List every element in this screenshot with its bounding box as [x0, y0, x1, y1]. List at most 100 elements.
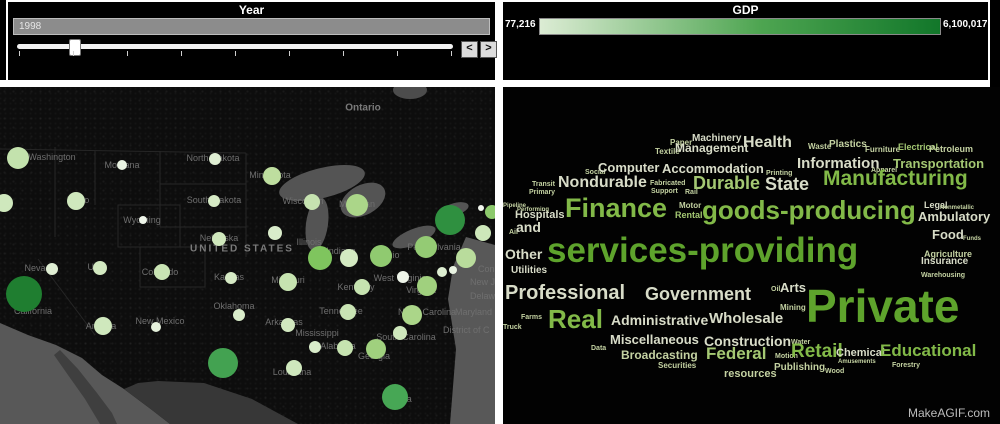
- map-state-label: District of C: [443, 325, 490, 335]
- wordcloud-term: Health: [743, 134, 792, 151]
- wordcloud-term: Wholesale: [709, 310, 784, 327]
- wordcloud-term: Real: [548, 304, 603, 334]
- map-bubble[interactable]: [309, 341, 321, 353]
- wordcloud-term: Food: [932, 227, 964, 242]
- map-bubble[interactable]: [354, 279, 370, 295]
- map-bubble[interactable]: [93, 261, 107, 275]
- map-bubble[interactable]: [279, 273, 297, 291]
- map-state-label: New Mexico: [135, 316, 185, 326]
- year-value-field[interactable]: 1998: [13, 18, 490, 35]
- map-bubble[interactable]: [397, 271, 409, 283]
- map-bubble[interactable]: [7, 147, 29, 169]
- map-bubble[interactable]: [0, 194, 13, 212]
- map-bubble[interactable]: [233, 309, 245, 321]
- map-overlay: OntarioWashingtonMontanaNorth DakotaSout…: [0, 87, 495, 424]
- map-bubble[interactable]: [435, 205, 465, 235]
- map-bubble[interactable]: [382, 384, 408, 410]
- map-bubble[interactable]: [209, 153, 221, 165]
- map-bubble[interactable]: [366, 339, 386, 359]
- map-state-label: Oklahoma: [213, 301, 255, 311]
- map-state-label: Delaware: [470, 291, 495, 301]
- map-bubble[interactable]: [478, 205, 484, 211]
- map-bubble[interactable]: [117, 160, 127, 170]
- map-state-label: New Jersey: [470, 277, 495, 287]
- year-slider-track[interactable]: [17, 44, 453, 49]
- map-bubble[interactable]: [449, 266, 457, 274]
- map-bubble[interactable]: [402, 305, 422, 325]
- map-bubble[interactable]: [346, 194, 368, 216]
- wordcloud-term: Petroleum: [929, 144, 974, 154]
- map-bubble[interactable]: [208, 195, 220, 207]
- map-bubble[interactable]: [485, 205, 495, 219]
- wordcloud-term: Fabricated: [650, 180, 686, 187]
- map-bubble[interactable]: [415, 236, 437, 258]
- map-bubble[interactable]: [370, 245, 392, 267]
- map-bubble[interactable]: [268, 226, 282, 240]
- map-state-label: Washington: [28, 152, 76, 162]
- wordcloud-term: Computer: [598, 160, 660, 175]
- wordcloud-term: Apparel: [871, 167, 898, 174]
- gdp-legend-panel: GDP 77,216 6,100,017: [503, 2, 988, 80]
- wordcloud-term: Utilities: [511, 265, 548, 276]
- map-bubble[interactable]: [208, 348, 238, 378]
- slider-tick: [19, 51, 20, 56]
- map-bubble[interactable]: [456, 248, 476, 268]
- map-state-label: Connecticut: [478, 264, 495, 274]
- map-bubble[interactable]: [6, 276, 42, 312]
- map-bubble[interactable]: [151, 322, 161, 332]
- map-bubble[interactable]: [139, 216, 147, 224]
- year-step-back-button[interactable]: <: [461, 41, 478, 58]
- map-bubble[interactable]: [225, 272, 237, 284]
- wordcloud-term: Air: [509, 229, 519, 236]
- wordcloud-term: Nonmetallic: [940, 205, 975, 211]
- wordcloud-term: Oil: [771, 286, 781, 293]
- map-bubble[interactable]: [154, 264, 170, 280]
- wordcloud-term: Rental: [675, 210, 703, 220]
- map-state-label: North Carolina: [397, 307, 457, 317]
- map-bubble[interactable]: [417, 276, 437, 296]
- wordcloud-term: Social: [585, 169, 606, 176]
- slider-tick: [451, 51, 452, 56]
- map-bubble[interactable]: [337, 340, 353, 356]
- map-bubble[interactable]: [286, 360, 302, 376]
- wordcloud-term: Administrative: [611, 312, 709, 328]
- wordcloud-term: Management: [675, 141, 749, 155]
- map-bubble[interactable]: [340, 304, 356, 320]
- wordcloud-term: Paper: [670, 138, 693, 147]
- year-slider-thumb[interactable]: [69, 39, 81, 56]
- wordcloud-term: Chemical: [836, 347, 885, 359]
- industry-word-cloud: Paper Machinery Textile Management Health Was…: [503, 87, 1000, 424]
- wordcloud-term: Retail: [791, 341, 843, 362]
- wordcloud-term: Funds: [963, 236, 981, 242]
- map-bubble[interactable]: [94, 317, 112, 335]
- slider-tick: [235, 51, 236, 56]
- panel-separator-vertical: [495, 0, 503, 424]
- wordcloud-term: Construction: [704, 333, 792, 349]
- map-bubble[interactable]: [340, 249, 358, 267]
- map-bubble[interactable]: [308, 246, 332, 270]
- slider-tick: [397, 51, 398, 56]
- wordcloud-term: Printing: [766, 170, 793, 177]
- year-step-forward-button[interactable]: >: [480, 41, 497, 58]
- wordcloud-term: Transportation: [893, 156, 985, 171]
- map-bubble[interactable]: [263, 167, 281, 185]
- map-bubble[interactable]: [304, 194, 320, 210]
- frame-right: [988, 0, 990, 80]
- wordcloud-term: Transit: [532, 181, 555, 188]
- wordcloud-term: Textile: [655, 147, 680, 156]
- wordcloud-term: Agriculture: [924, 249, 973, 259]
- map-bubble[interactable]: [437, 267, 447, 277]
- wordcloud-term: Rail: [685, 189, 698, 196]
- map-bubble[interactable]: [67, 192, 85, 210]
- map-bubble[interactable]: [46, 263, 58, 275]
- map-bubble[interactable]: [212, 232, 226, 246]
- map-bubble[interactable]: [475, 225, 491, 241]
- slider-tick: [181, 51, 182, 56]
- map-bubble[interactable]: [393, 326, 407, 340]
- wordcloud-term: Miscellaneous: [610, 332, 699, 347]
- wordcloud-term: Hospitals: [515, 209, 565, 221]
- map-bubble[interactable]: [281, 318, 295, 332]
- wordcloud-term: Plastics: [829, 139, 867, 150]
- map-state-label: Ontario: [345, 102, 381, 114]
- map-state-label: Nevada: [24, 263, 56, 273]
